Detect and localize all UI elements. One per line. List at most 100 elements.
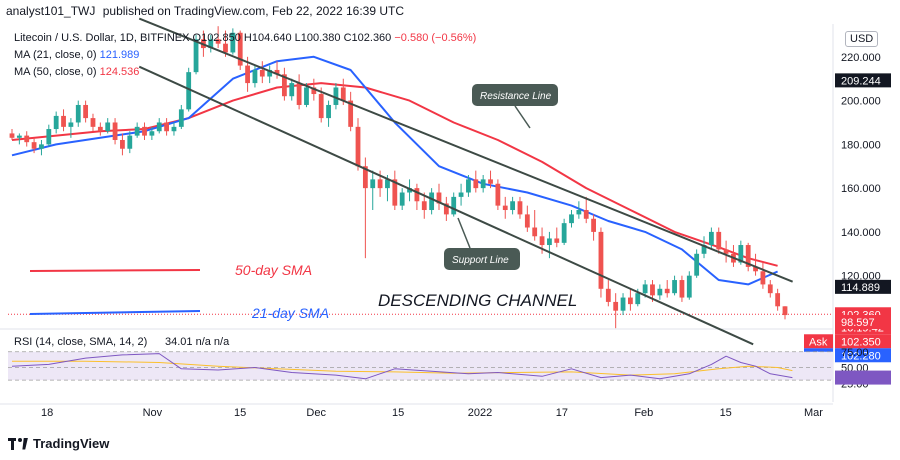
- candle-body: [156, 122, 162, 132]
- candle-body: [68, 122, 74, 127]
- candle-body: [318, 94, 324, 119]
- support-callout-pointer: [457, 217, 471, 249]
- price-tick-label: 220.000: [841, 52, 881, 64]
- candle-body: [355, 126, 361, 167]
- candle-body: [539, 236, 545, 246]
- candle-body: [591, 218, 596, 232]
- candle-body: [171, 126, 177, 132]
- candle-body: [517, 201, 523, 215]
- candle-body: [311, 87, 317, 95]
- sma21-legend-line: [29, 310, 201, 315]
- rsi-values: 34.01 n/a n/a: [165, 336, 230, 348]
- candle-body: [532, 227, 538, 237]
- candle-body: [480, 179, 486, 189]
- price-tag: [835, 73, 891, 88]
- candle-body: [208, 39, 214, 49]
- candle-body: [767, 284, 773, 294]
- time-tick-label: 15: [234, 407, 246, 419]
- candle-body: [223, 43, 228, 53]
- sma21-legend-label: 21-day SMA: [251, 305, 329, 321]
- resistance-callout-label: Resistance Line: [480, 91, 552, 102]
- ask-value-tag: [835, 334, 891, 349]
- time-tick-label: Nov: [143, 407, 163, 419]
- candle-body: [333, 87, 339, 105]
- rsi-value-tag: [835, 370, 891, 385]
- candle-body: [414, 188, 420, 202]
- candle-body: [458, 192, 464, 197]
- candle-body: [451, 196, 457, 215]
- brand-label: TradingView: [33, 436, 110, 451]
- price-tick-label: 180.000: [841, 139, 881, 151]
- ma21-value: 121.989: [99, 49, 140, 61]
- currency-button[interactable]: USD: [845, 31, 879, 47]
- candle-body: [75, 104, 81, 123]
- candle-body: [385, 179, 390, 189]
- ma21-line: [11, 55, 779, 286]
- candle-body: [120, 139, 125, 149]
- chart-legend: Litecoin / U.S. Dollar, 1D, BITFINEX O10…: [14, 30, 476, 81]
- candle-body: [90, 118, 96, 127]
- resistance-callout-box: [472, 84, 558, 106]
- candle-body: [738, 245, 744, 263]
- sma50-legend-line: [29, 269, 201, 272]
- candle-body: [392, 179, 398, 206]
- time-tick-label: 15: [720, 407, 732, 419]
- candle-body: [576, 210, 582, 215]
- candle-body: [215, 39, 221, 44]
- support-callout-label: Support Line: [452, 255, 509, 266]
- candle-body: [186, 72, 192, 110]
- candle-body: [436, 192, 442, 204]
- ma50-value: 124.536: [99, 66, 140, 78]
- candle-body: [628, 297, 633, 305]
- time-tick-label: 17: [556, 407, 568, 419]
- candle-body: [164, 122, 169, 132]
- candle-body: [348, 100, 354, 127]
- tradingview-logo-icon: [8, 437, 28, 450]
- candle-body: [745, 245, 751, 267]
- candle-body: [466, 179, 471, 193]
- channel-annotation: DESCENDING CHANNEL: [378, 291, 577, 310]
- candle-body: [61, 115, 66, 127]
- candle-body: [259, 69, 265, 77]
- candle-body: [31, 142, 37, 149]
- candle-body: [694, 253, 700, 276]
- candle-body: [701, 245, 707, 254]
- ask-value: 102.350: [841, 336, 881, 348]
- ma50-label: MA (50, close, 0): [14, 66, 97, 78]
- ma50-legend-row: MA (50, close, 0) 124.536: [14, 64, 476, 81]
- price-tag: [835, 279, 891, 294]
- candle-body: [561, 223, 567, 243]
- candle-body: [142, 126, 147, 136]
- candle-body: [598, 231, 604, 289]
- resistance-line: [138, 17, 794, 283]
- author-name[interactable]: analyst101_TWJ: [6, 4, 96, 18]
- candle-body: [53, 115, 59, 130]
- candle-body: [296, 83, 302, 105]
- candle-body: [657, 288, 663, 296]
- candle-body: [39, 144, 44, 149]
- price-tag-label: 114.889: [841, 282, 880, 294]
- price-tick-label: 120.000: [841, 271, 881, 283]
- time-tick-label: Feb: [634, 407, 653, 419]
- ask-label: Ask: [809, 336, 828, 348]
- candle-body: [495, 183, 501, 206]
- candle-body: [274, 69, 280, 75]
- rsi-tick-label: 75.00: [841, 347, 869, 359]
- rsi-label: RSI (14, close, SMA, 14, 2): [14, 336, 147, 348]
- candle-body: [753, 266, 758, 272]
- candle-body: [510, 201, 516, 211]
- candle-body: [178, 109, 184, 127]
- candle-body: [252, 69, 258, 84]
- candle-body: [782, 306, 788, 316]
- candle-body: [289, 83, 295, 97]
- time-tick-label: 15: [392, 407, 404, 419]
- time-tick-label: Dec: [306, 407, 326, 419]
- candle-body: [672, 280, 677, 294]
- candle-body: [775, 293, 781, 307]
- tradingview-footer: TradingView: [8, 436, 109, 451]
- candle-body: [421, 201, 427, 211]
- candle-body: [502, 205, 508, 211]
- price-tag-label: 209.244: [841, 75, 881, 87]
- candle-body: [267, 69, 273, 77]
